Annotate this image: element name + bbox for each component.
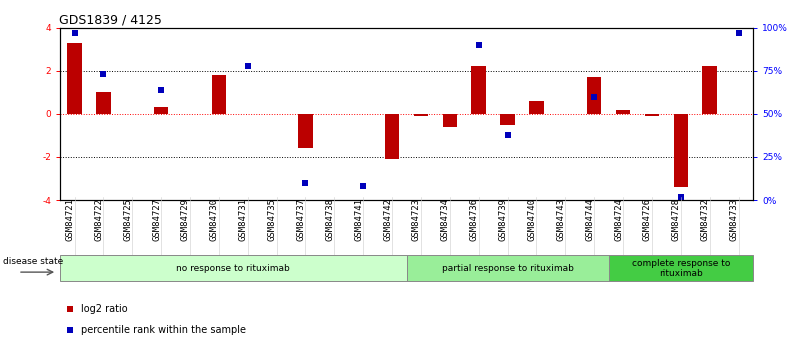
Text: GDS1839 / 4125: GDS1839 / 4125 (59, 13, 163, 27)
Text: disease state: disease state (3, 257, 63, 266)
Point (732, 30, 745, 36)
Bar (406, 255, 609, 281)
Point (241, 63, 254, 68)
Bar (60, 255, 406, 281)
Point (68, 30, 81, 36)
Bar (414, 114, 429, 116)
Text: GSM84742: GSM84742 (383, 198, 392, 241)
Text: GSM84725: GSM84725 (123, 198, 132, 241)
Point (494, 215, 507, 220)
Bar (609, 255, 753, 281)
Bar (702, 66, 717, 114)
Bar (616, 110, 630, 114)
Point (97, 71, 110, 77)
Text: GSM84723: GSM84723 (412, 198, 421, 241)
Point (155, 87, 167, 92)
Text: GSM84743: GSM84743 (556, 198, 566, 241)
Text: complete response to
rituximab: complete response to rituximab (631, 258, 730, 278)
Bar (67, 43, 82, 114)
Bar (674, 114, 688, 187)
Text: GSM84729: GSM84729 (181, 198, 190, 241)
Text: GSM84722: GSM84722 (95, 198, 103, 241)
Bar (529, 101, 544, 114)
Text: GSM84741: GSM84741 (354, 198, 363, 241)
Text: GSM84737: GSM84737 (296, 198, 305, 241)
Text: GSM84730: GSM84730 (210, 198, 219, 241)
Bar (154, 107, 168, 114)
Point (299, 180, 312, 186)
Text: percentile rank within the sample: percentile rank within the sample (81, 325, 246, 335)
Text: no response to rituximab: no response to rituximab (176, 264, 290, 273)
Point (674, 194, 687, 199)
Text: GSM84726: GSM84726 (643, 198, 652, 241)
Text: GSM84728: GSM84728 (672, 198, 681, 241)
Bar (587, 77, 602, 114)
Bar (443, 114, 457, 127)
Text: GSM84732: GSM84732 (701, 198, 710, 241)
Bar (501, 114, 515, 125)
Point (473, 42, 485, 48)
Text: GSM84740: GSM84740 (527, 198, 537, 241)
Text: GSM84738: GSM84738 (325, 198, 334, 241)
Text: GSM84727: GSM84727 (152, 198, 161, 241)
Text: GSM84739: GSM84739 (498, 198, 508, 241)
Bar (645, 114, 659, 116)
Point (588, 94, 601, 99)
Text: GSM84733: GSM84733 (730, 198, 739, 241)
Text: GSM84736: GSM84736 (469, 198, 479, 241)
Text: GSM84734: GSM84734 (441, 198, 450, 241)
Bar (211, 75, 226, 114)
Point (494, 23, 507, 28)
Point (356, 184, 369, 189)
Bar (298, 114, 312, 148)
Text: GSM84724: GSM84724 (614, 198, 623, 241)
Text: log2 ratio: log2 ratio (81, 304, 127, 314)
Text: GSM84731: GSM84731 (239, 198, 248, 241)
Text: GSM84744: GSM84744 (586, 198, 594, 241)
Bar (384, 114, 399, 159)
Text: GSM84721: GSM84721 (66, 198, 74, 241)
Text: partial response to rituximab: partial response to rituximab (441, 264, 574, 273)
Point (501, 132, 514, 137)
Text: GSM84735: GSM84735 (268, 198, 276, 241)
Bar (472, 66, 486, 114)
Bar (96, 92, 111, 114)
